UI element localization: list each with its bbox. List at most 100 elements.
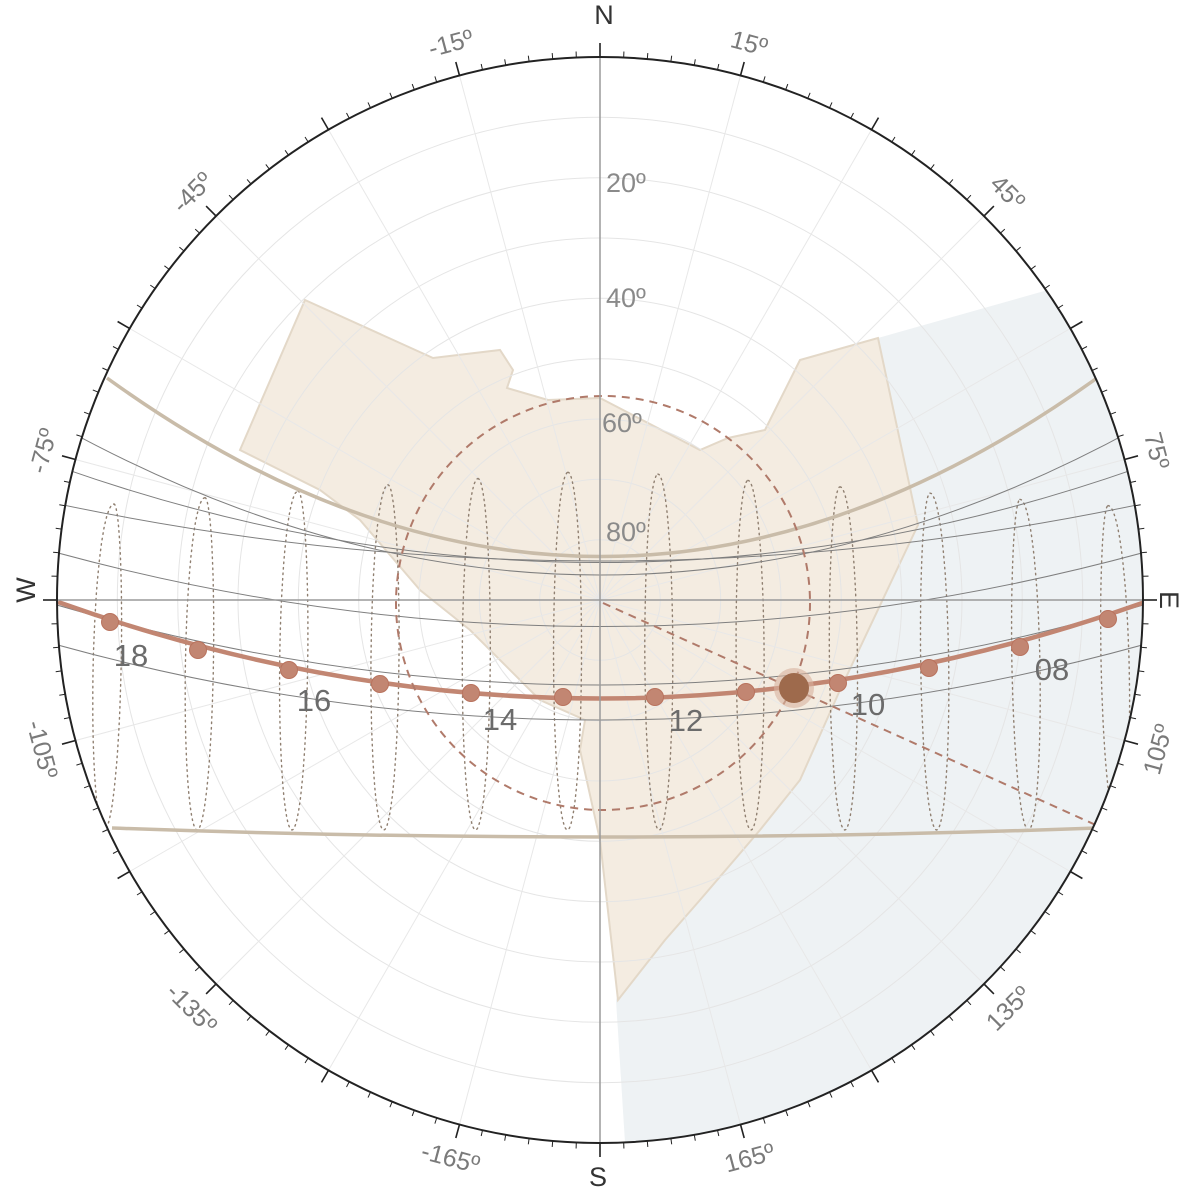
minor-tick	[76, 434, 83, 438]
minor-tick	[551, 1140, 554, 1147]
hour-analemma	[828, 486, 859, 831]
major-tick	[117, 320, 131, 330]
minor-tick	[911, 1044, 916, 1050]
minor-tick	[1101, 807, 1108, 811]
minor-tick	[670, 1138, 673, 1145]
minor-tick	[999, 966, 1006, 972]
minor-tick	[389, 92, 393, 99]
minor-tick	[911, 150, 916, 156]
minor-tick	[1140, 551, 1147, 554]
azimuth-gridline	[599, 599, 985, 985]
dashed-reference-circle	[395, 395, 811, 811]
minor-tick	[265, 1030, 270, 1036]
minor-tick	[693, 1134, 696, 1141]
minor-tick	[1117, 762, 1124, 766]
hourly-sun-marker	[462, 684, 480, 702]
azimuth-gridline	[599, 75, 741, 601]
minor-tick	[92, 389, 99, 393]
minor-tick	[693, 59, 696, 66]
minor-tick	[102, 829, 109, 833]
minor-tick	[1117, 434, 1124, 438]
minor-tick	[1044, 911, 1050, 916]
minor-tick	[1081, 346, 1088, 350]
minor-tick	[136, 891, 143, 896]
minor-tick	[785, 1110, 789, 1117]
minor-tick	[480, 63, 483, 71]
azimuth-gridline	[599, 459, 1125, 601]
hour-analemma	[644, 473, 674, 831]
minor-tick	[646, 53, 649, 60]
major-tick	[455, 1124, 461, 1139]
minor-tick	[829, 1091, 833, 1098]
minor-tick	[551, 53, 554, 60]
minor-tick	[83, 785, 90, 789]
azimuth-gridline	[599, 328, 1071, 601]
minor-tick	[850, 1081, 854, 1088]
minor-tick	[1044, 284, 1050, 289]
minor-tick	[150, 284, 156, 289]
minor-tick	[785, 83, 789, 90]
minor-tick	[59, 504, 66, 507]
major-tick	[739, 61, 745, 76]
minor-tick	[304, 136, 309, 143]
west-label: W	[11, 577, 41, 603]
minor-tick	[717, 63, 720, 71]
azimuth-label-165: 165º	[721, 1138, 777, 1178]
azimuth-gridline	[129, 328, 601, 601]
winter-solstice-path	[111, 826, 1098, 839]
major-tick	[455, 61, 461, 76]
minor-tick	[829, 102, 833, 109]
azimuth-gridline	[599, 129, 872, 601]
minor-tick	[1110, 785, 1117, 789]
cardinal-axes	[57, 57, 1143, 1143]
minor-tick	[930, 1030, 935, 1036]
minor-tick	[1101, 389, 1108, 393]
hourly-sun-marker	[829, 674, 847, 692]
minor-tick	[1030, 265, 1036, 270]
minor-tick	[504, 59, 507, 66]
azimuth-label-minus-165: -165º	[418, 1137, 482, 1179]
minor-tick	[164, 265, 170, 270]
major-tick	[61, 455, 76, 461]
azimuth-gridline	[75, 459, 601, 601]
major-tick	[1124, 739, 1139, 745]
minor-tick	[1057, 891, 1064, 896]
hour-analemma	[278, 490, 309, 831]
minor-tick	[63, 717, 71, 720]
minor-tick	[102, 367, 109, 371]
minor-tick	[948, 179, 954, 185]
minor-tick	[367, 1091, 371, 1098]
minor-tick	[1081, 850, 1088, 854]
major-tick	[983, 205, 995, 217]
azimuth-gridline	[129, 599, 601, 872]
minor-tick	[480, 1129, 483, 1137]
minor-tick	[930, 164, 935, 170]
minor-tick	[284, 150, 289, 156]
sun-position-markers	[101, 610, 1117, 708]
hour-label-18: 18	[114, 638, 148, 673]
azimuth-label-minus-75: -75º	[24, 425, 63, 476]
major-tick	[983, 983, 995, 995]
minor-tick	[1129, 717, 1137, 720]
azimuth-gridline	[459, 599, 601, 1125]
major-tick	[320, 117, 330, 131]
azimuth-gridline	[215, 599, 601, 985]
minor-tick	[346, 112, 350, 119]
east-label: E	[1154, 591, 1184, 609]
minor-tick	[1030, 930, 1036, 935]
altitude-label-60: 60º	[602, 408, 642, 438]
minor-tick	[1134, 504, 1141, 507]
major-tick	[739, 1124, 745, 1139]
minor-tick	[670, 55, 673, 62]
minor-tick	[55, 527, 62, 530]
azimuth-gridline	[599, 599, 1125, 741]
minor-tick	[504, 1134, 507, 1141]
altitude-label-80: 80º	[606, 517, 646, 547]
hour-analemmas	[92, 471, 1131, 831]
azimuth-gridline	[599, 599, 741, 1125]
minor-tick	[762, 1117, 766, 1124]
major-tick	[1069, 320, 1083, 330]
azimuth-gridline	[328, 129, 601, 601]
major-tick	[61, 739, 76, 745]
